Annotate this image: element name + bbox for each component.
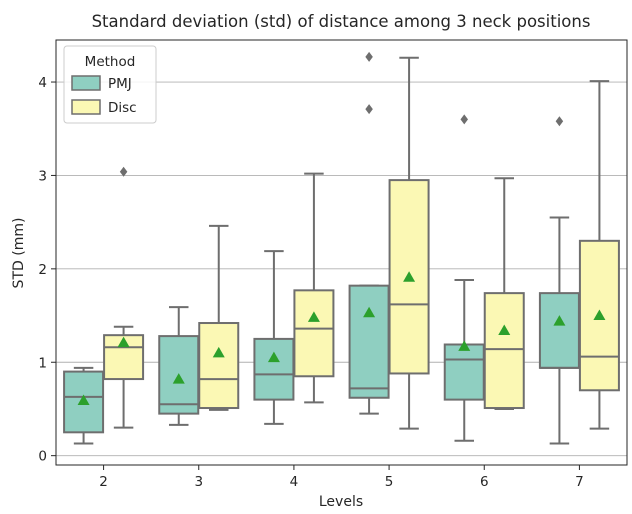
x-tick-label: 7 [575,474,584,490]
legend-swatch-pmj [71,75,101,91]
box-disc-4 [293,172,335,404]
mean-marker [172,373,185,384]
mean-marker [267,351,280,363]
chart-title: Standard deviation (std) of distance amo… [92,12,591,31]
legend-title: Method [85,54,136,70]
y-axis-label: STD (mm) [11,218,27,289]
x-tick-label: 6 [480,474,489,490]
legend: Method PMJ Disc [63,45,157,124]
box-iqr [253,337,295,401]
box-pmj-2 [63,366,105,445]
box-disc-5 [388,56,430,430]
box-disc-3 [198,224,240,411]
mean-marker [363,306,376,318]
box-iqr [63,370,105,434]
box-disc-6 [483,177,525,410]
box-iqr [293,289,335,378]
outlier-point [365,51,373,62]
y-tick-label: 1 [38,355,47,371]
legend-label-pmj: PMJ [108,76,132,92]
box-pmj-7 [538,116,580,445]
box-disc-7 [578,80,620,430]
mean-marker [498,324,511,335]
mean-marker [212,346,225,358]
box-disc-2 [103,166,145,429]
outlier-point [460,114,468,125]
mean-marker [553,315,566,326]
plot-boxes [63,51,620,445]
grid [56,81,627,457]
box-pmj-4 [253,250,295,425]
y-tick-label: 2 [38,262,47,278]
outlier-point [119,166,128,177]
y-tick-label: 0 [38,449,47,465]
mean-marker [307,311,320,322]
mean-marker [117,336,130,348]
box-iqr [538,292,580,369]
mean-marker [458,340,471,351]
x-tick-label: 5 [385,474,394,490]
outlier-point [365,104,373,115]
x-tick-label: 2 [99,474,108,490]
y-tick-label: 3 [38,168,47,184]
x-axis-label: Levels [319,494,363,510]
legend-label-disc: Disc [108,100,137,116]
axes: 0 1 2 3 4 2 3 4 5 6 7 [38,39,628,490]
box-pmj-3 [158,306,200,426]
box-iqr [198,322,240,410]
mean-marker [77,394,90,406]
y-tick-label: 4 [38,75,47,91]
mean-marker [593,309,606,321]
box-pmj-5 [348,51,390,415]
plot-frame [55,39,628,466]
mean-marker [403,271,416,282]
legend-swatch-disc [71,99,101,115]
x-tick-label: 3 [194,474,203,490]
box-iqr [483,292,525,410]
box-pmj-6 [443,114,485,442]
x-tick-label: 4 [290,474,299,490]
box-iqr [443,343,485,401]
box-iqr [348,284,390,399]
outlier-point [555,116,564,127]
